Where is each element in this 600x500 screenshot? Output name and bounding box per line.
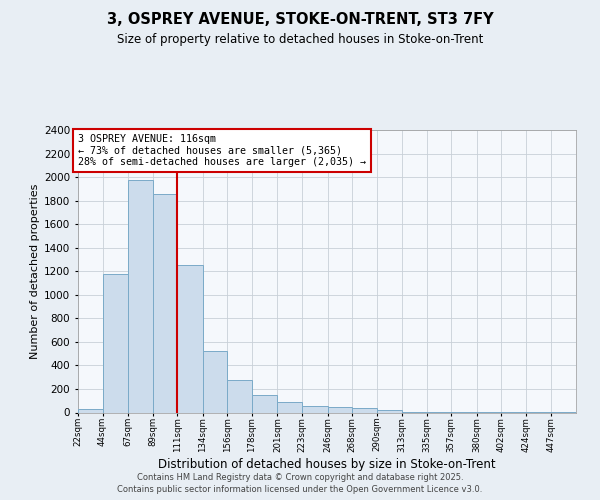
- Bar: [203, 350, 227, 412]
- Bar: [377, 410, 402, 412]
- Bar: [128, 180, 152, 412]
- Text: Size of property relative to detached houses in Stoke-on-Trent: Size of property relative to detached ho…: [117, 32, 483, 46]
- X-axis label: Distribution of detached houses by size in Stoke-on-Trent: Distribution of detached houses by size …: [158, 458, 496, 471]
- Text: Contains public sector information licensed under the Open Government Licence v3: Contains public sector information licen…: [118, 485, 482, 494]
- Bar: [302, 406, 328, 412]
- Bar: [352, 408, 377, 412]
- Text: Contains HM Land Registry data © Crown copyright and database right 2025.: Contains HM Land Registry data © Crown c…: [137, 472, 463, 482]
- Bar: [277, 402, 302, 412]
- Bar: [328, 407, 352, 412]
- Text: 3, OSPREY AVENUE, STOKE-ON-TRENT, ST3 7FY: 3, OSPREY AVENUE, STOKE-ON-TRENT, ST3 7F…: [107, 12, 493, 28]
- Y-axis label: Number of detached properties: Number of detached properties: [30, 184, 40, 359]
- Bar: [227, 380, 252, 412]
- Bar: [177, 266, 203, 412]
- Bar: [152, 194, 177, 412]
- Bar: [252, 395, 277, 412]
- Bar: [103, 274, 128, 412]
- Bar: [78, 409, 103, 412]
- Text: 3 OSPREY AVENUE: 116sqm
← 73% of detached houses are smaller (5,365)
28% of semi: 3 OSPREY AVENUE: 116sqm ← 73% of detache…: [78, 134, 366, 166]
